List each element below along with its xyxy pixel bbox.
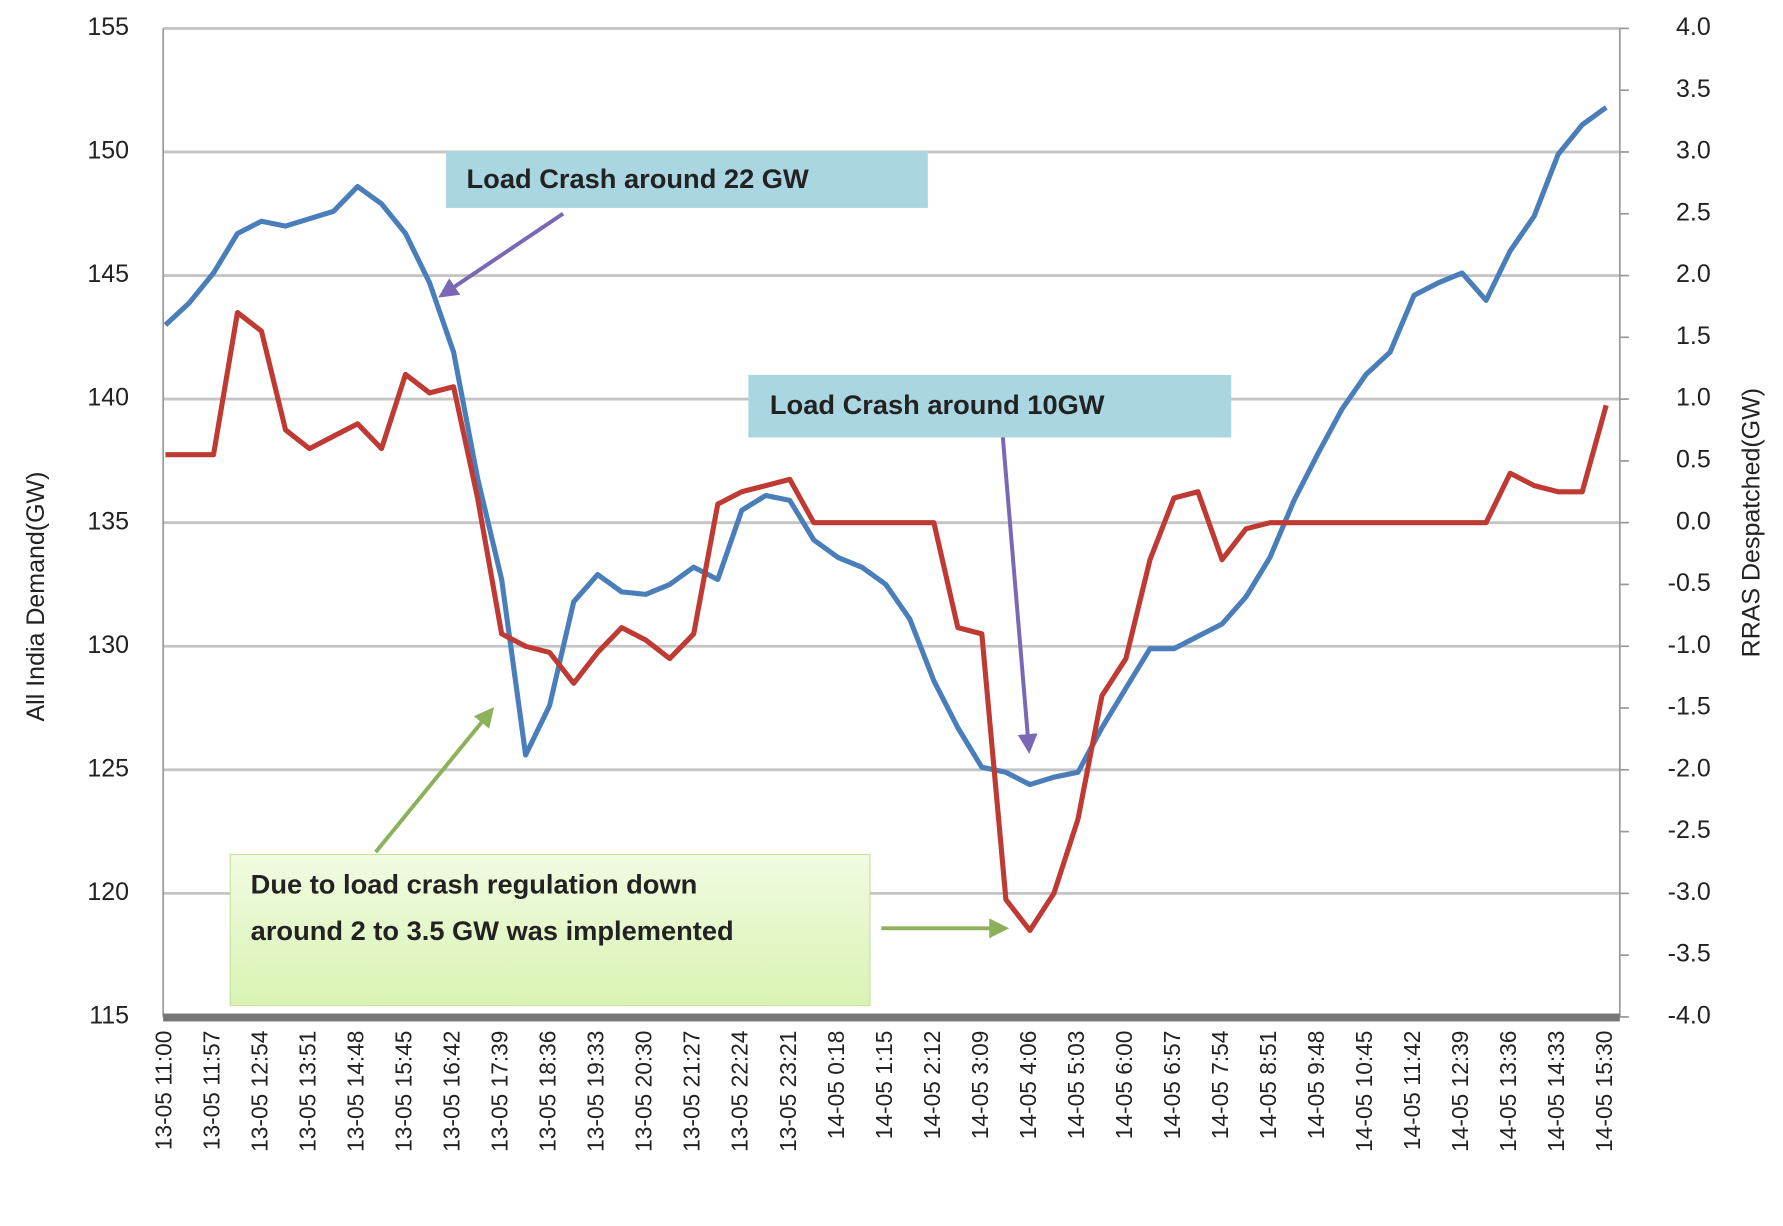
annotation-text: around 2 to 3.5 GW was implemented: [251, 915, 734, 946]
y2-tick-label: -2.0: [1668, 754, 1711, 782]
annotation-box: [229, 853, 871, 1007]
y2-tick-label: 0.0: [1676, 507, 1711, 535]
x-tick-label: 14-05 10:45: [1351, 1031, 1377, 1152]
y-tick-label: 125: [87, 754, 129, 782]
x-tick-label: 14-05 15:30: [1591, 1031, 1617, 1152]
y-tick-label: 155: [87, 13, 129, 41]
x-tick-label: 14-05 11:42: [1399, 1031, 1425, 1151]
x-tick-label: 14-05 14:33: [1543, 1031, 1569, 1152]
x-tick-label: 14-05 6:00: [1111, 1031, 1137, 1140]
x-tick-label: 13-05 14:48: [343, 1031, 369, 1152]
y2-tick-label: 2.5: [1676, 198, 1711, 226]
y-axis-label: All India Demand(GW): [22, 472, 50, 722]
x-tick-label: 13-05 21:27: [679, 1031, 705, 1152]
y2-tick-label: 4.0: [1676, 13, 1711, 41]
x-axis: [163, 1013, 1620, 1022]
annotation-box: [748, 374, 1232, 438]
y2-axis-label: RRAS Despatched(GW): [1738, 388, 1766, 657]
annotation-regulation: Due to load crash regulation down around…: [229, 707, 1010, 1007]
annotation-arrow: [438, 211, 565, 298]
lines: [163, 105, 1609, 934]
x-tick-label: 13-05 23:21: [775, 1031, 801, 1152]
y-tick-label: 115: [89, 1002, 129, 1030]
x-tick-label: 14-05 4:06: [1015, 1031, 1041, 1140]
x-tick-label: 14-05 9:48: [1303, 1031, 1329, 1140]
y2-tick-label: 1.0: [1676, 384, 1711, 412]
y2-tick-label: -0.5: [1668, 569, 1711, 597]
x-tick-label: 13-05 22:24: [727, 1031, 753, 1152]
y2-tick-label: 3.5: [1676, 75, 1711, 103]
y2-tick-label: -3.0: [1668, 878, 1711, 906]
x-tick-label: 13-05 11:00: [150, 1031, 176, 1151]
annotation-box: [446, 151, 928, 208]
x-tick-label: 13-05 11:57: [198, 1031, 224, 1151]
x-tick-label: 13-05 20:30: [631, 1031, 657, 1152]
y2-tick-label: -2.5: [1668, 816, 1711, 844]
annotation-text: Load Crash around 10GW: [770, 389, 1105, 420]
y2-tick-label: -1.5: [1668, 693, 1711, 721]
y-tick-label: 145: [87, 260, 129, 288]
annotation-arrow: [374, 707, 495, 854]
x-tick-label: 13-05 18:36: [535, 1031, 561, 1152]
y-tick-label: 140: [87, 384, 129, 412]
x-tick-label: 14-05 1:15: [871, 1031, 897, 1140]
x-tick-label: 13-05 15:45: [391, 1031, 417, 1152]
x-tick-label: 14-05 13:36: [1495, 1031, 1521, 1152]
x-tick-label: 13-05 16:42: [439, 1031, 465, 1152]
x-tick-label: 14-05 7:54: [1207, 1031, 1233, 1140]
x-tick-label: 14-05 6:57: [1159, 1031, 1185, 1140]
y2-tick-label: -3.5: [1668, 940, 1711, 968]
y-tick-label: 135: [87, 507, 129, 535]
y2-tick-label: -4.0: [1668, 1002, 1711, 1030]
annotation-text: Load Crash around 22 GW: [467, 163, 809, 194]
y2-tick-label: 1.5: [1676, 322, 1711, 350]
y-tick-label: 120: [87, 878, 129, 906]
y2-tick-label: 2.0: [1676, 260, 1711, 288]
y-tick-label: 130: [87, 631, 129, 659]
x-tick-label: 14-05 8:51: [1255, 1031, 1281, 1140]
annotation-text: Due to load crash regulation down: [251, 868, 698, 899]
annotation-arrow: [1000, 437, 1038, 754]
y2-tick-label: -1.0: [1668, 631, 1711, 659]
x-tick-label: 13-05 13:51: [295, 1031, 321, 1152]
series-line: [165, 310, 1609, 934]
x-tick-label: 13-05 12:54: [246, 1031, 272, 1152]
x-tick-label: 14-05 0:18: [823, 1031, 849, 1140]
y2-tick-label: 0.5: [1676, 445, 1711, 473]
annotation-22gw: Load Crash around 22 GW: [438, 151, 928, 298]
annotation-10gw: Load Crash around 10GW: [748, 374, 1232, 754]
series-line: [163, 105, 1608, 788]
x-tick-label: 14-05 12:39: [1447, 1031, 1473, 1152]
x-tick-label: 13-05 17:39: [487, 1031, 513, 1152]
x-tick-label: 14-05 3:09: [967, 1031, 993, 1140]
y-tick-label: 150: [87, 137, 129, 165]
x-tick-label: 14-05 2:12: [919, 1031, 945, 1140]
x-tick-label: 13-05 19:33: [583, 1031, 609, 1152]
x-tick-label: 14-05 5:03: [1063, 1031, 1089, 1140]
y2-tick-label: 3.0: [1676, 137, 1711, 165]
